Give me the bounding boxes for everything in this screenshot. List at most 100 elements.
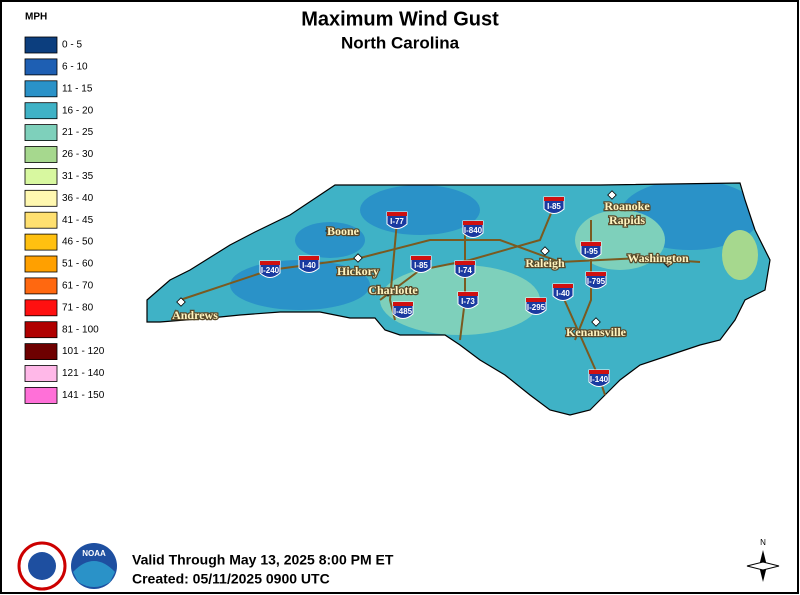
interstate-shield [298, 255, 320, 273]
compass: N [746, 538, 780, 582]
legend-swatch [24, 343, 58, 361]
interstate-shield [392, 301, 414, 319]
interstate-shield [259, 260, 281, 278]
interstate-band [458, 292, 478, 296]
city-marker [540, 246, 550, 256]
legend-label: 101 - 120 [62, 346, 105, 357]
interstate-shield [580, 241, 602, 259]
legend-label: 36 - 40 [62, 193, 94, 204]
interstate-shield [543, 196, 565, 214]
legend-swatch [24, 189, 58, 207]
interstate-shield [462, 220, 484, 238]
interstate-label: I-295 [527, 303, 546, 312]
interstate-band [581, 242, 601, 246]
interstate-band [411, 256, 431, 260]
interstate-shield [386, 211, 408, 229]
interstate-band [544, 197, 564, 201]
legend-label: 16 - 20 [62, 105, 94, 116]
city-label: Boone [327, 224, 360, 238]
interstate-label: I-74 [458, 266, 472, 275]
legend-label: 61 - 70 [62, 281, 94, 292]
interstate-shield [410, 255, 432, 273]
legend-swatch [24, 255, 58, 273]
interstate-shield [552, 283, 574, 301]
interstate-label: I-40 [556, 289, 570, 298]
interstate-label: I-85 [414, 261, 428, 270]
legend-swatch [24, 146, 58, 163]
interstate-label: I-95 [584, 247, 598, 256]
legend-unit: MPH [25, 12, 47, 23]
legend-label: 81 - 100 [62, 324, 99, 335]
interstate-shield [525, 297, 547, 315]
interstate-band [553, 284, 573, 288]
compass-n: N [760, 538, 766, 547]
subtitle: North Carolina [341, 33, 460, 52]
interstate-shield [457, 291, 479, 309]
city-label: Raleigh [525, 256, 565, 270]
city-marker [383, 287, 393, 297]
legend-label: 46 - 50 [62, 237, 94, 248]
interstate-label: I-140 [590, 375, 609, 384]
city-label: Washington [627, 251, 689, 265]
interstate-label: I-85 [547, 202, 561, 211]
interstate-label: I-40 [302, 261, 316, 270]
legend-label: 71 - 80 [62, 302, 94, 313]
legend-swatch [24, 299, 58, 317]
legend-swatch [24, 80, 58, 98]
interstate-band [260, 261, 280, 265]
legend: 0 - 5 6 - 10 11 - 15 16 - 20 21 - 25 26 - 30 3… [24, 36, 105, 404]
legend-swatch [24, 167, 58, 185]
interstate-label: I-795 [587, 277, 606, 286]
legend-label: 6 - 10 [62, 62, 88, 73]
city-label: Andrews [172, 308, 218, 322]
interstate-label: I-485 [394, 307, 413, 316]
city-marker [176, 297, 186, 307]
places: Boone Hickory Charlotte Andrews Raleigh Roano… [171, 190, 690, 387]
legend-swatch [24, 386, 58, 404]
legend-label: 26 - 30 [62, 149, 94, 160]
interstate-label: I-840 [464, 226, 483, 235]
city-label: Rapids [609, 213, 645, 227]
interstate-band [455, 261, 475, 265]
interstate-label: I-77 [390, 217, 404, 226]
legend-swatch [24, 233, 58, 251]
interstate-band [299, 256, 319, 260]
interstate-label: I-240 [261, 266, 280, 275]
legend-swatch [24, 321, 58, 339]
interstate-band [589, 370, 609, 374]
city-marker [353, 253, 363, 263]
city-label: Charlotte [368, 283, 418, 297]
legend-swatch [24, 58, 58, 76]
interstate-shield [454, 260, 476, 278]
noaa-logo: NOAA [71, 543, 117, 589]
interstate-band [387, 212, 407, 216]
legend-label: 11 - 15 [62, 83, 93, 94]
legend-swatch [24, 365, 58, 382]
city-marker [607, 190, 617, 200]
legend-label: 41 - 45 [62, 215, 94, 226]
legend-swatch [24, 277, 58, 295]
legend-label: 51 - 60 [62, 259, 94, 270]
interstate-shield [585, 271, 607, 289]
city-marker [663, 258, 673, 268]
legend-label: 0 - 5 [62, 40, 82, 51]
city-marker [325, 226, 335, 236]
legend-label: 31 - 35 [62, 171, 94, 182]
interstate-band [393, 302, 413, 306]
interstate-band [586, 272, 606, 276]
legend-label: 121 - 140 [62, 368, 105, 379]
legend-swatch [24, 124, 58, 141]
noaa-text: NOAA [82, 549, 106, 558]
interstate-band [463, 221, 483, 225]
created-text: Created: 05/11/2025 0900 UTC [132, 571, 330, 587]
interstate-band [526, 298, 546, 302]
legend-swatch [24, 211, 58, 229]
city-label: Hickory [337, 264, 379, 278]
legend-label: 21 - 25 [62, 127, 94, 138]
city-marker [591, 317, 601, 327]
title: Maximum Wind Gust [301, 8, 499, 30]
interstate-shield [588, 369, 610, 387]
city-label: Kenansville [566, 325, 627, 339]
city-label: Roanoke [604, 199, 650, 213]
